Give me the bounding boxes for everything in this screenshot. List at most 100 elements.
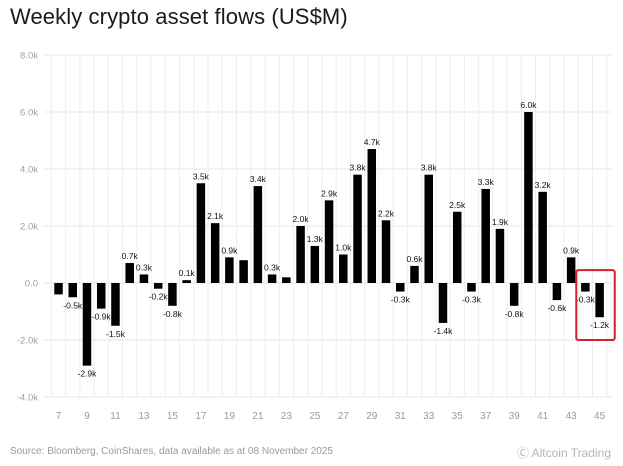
bar [68,283,77,298]
data-label: -0.3k [391,295,411,305]
y-tick-label: 6.0k [20,108,38,119]
chart-title: Weekly crypto asset flows (US$M) [10,4,348,29]
bar [467,283,476,292]
data-label: -0.5k [63,300,83,310]
x-tick-label: 33 [423,411,435,422]
y-axis-ticks: -4.0k -2.0k 0.0 2.0k 4.0k 6.0k 8.0k [17,51,38,404]
x-axis-ticks: 7 9 11 13 15 17 19 21 23 25 27 29 31 33 35 37 39 41 43 45 [56,411,606,422]
bar [424,174,433,283]
x-tick-label: 23 [281,411,293,422]
x-tick-label: 31 [395,411,407,422]
bar [125,263,134,283]
bar [196,183,206,283]
data-label: 0.7k [122,251,139,261]
bar [139,274,149,283]
data-label: 2.5k [449,200,466,210]
bar [54,283,63,295]
bar [339,254,348,283]
bar [509,283,519,306]
bar [253,186,263,283]
data-label: 2.2k [378,208,395,218]
bar [182,280,191,283]
bar [581,283,590,292]
data-label: -0.9k [92,312,112,322]
data-label: -0.8k [163,309,183,319]
y-tick-label: -4.0k [17,393,38,404]
data-label: 0.9k [221,245,238,255]
data-label: 2.1k [207,211,224,221]
x-tick-label: 35 [452,411,464,422]
y-tick-label: 4.0k [20,165,38,176]
data-label: 1.3k [307,234,324,244]
bar [381,220,391,283]
data-label: 2.9k [321,188,338,198]
x-tick-label: 25 [309,411,321,422]
data-label: 6.0k [520,100,537,110]
data-label: 3.2k [535,180,552,190]
data-label: 1.9k [492,217,509,227]
x-tick-label: 39 [509,411,521,422]
data-label: -0.3k [576,295,596,305]
highlight-rect [575,269,616,341]
data-label: 0.3k [264,262,281,272]
bar [438,283,448,323]
bar [595,283,604,318]
data-label: 3.8k [350,163,367,173]
y-tick-label: 0.0 [25,279,38,290]
data-label: 1.0k [335,243,352,253]
bar [111,283,120,326]
bar [225,257,234,283]
data-label: -0.3k [462,295,482,305]
bar [82,283,92,366]
data-labels: -0.5k-2.9k-0.9k-1.5k0.7k0.3k-0.2k-0.8k0.… [63,100,610,379]
bar [524,112,533,283]
bar [495,228,505,283]
y-tick-label: -2.0k [17,336,38,347]
data-label: 0.1k [179,268,196,278]
y-tick-label: 2.0k [20,222,38,233]
x-tick-label: 15 [167,411,179,422]
data-label: -1.5k [106,329,126,339]
data-label: 0.3k [136,262,153,272]
x-tick-label: 11 [110,411,121,422]
x-tick-label: 37 [480,411,492,422]
bar [310,245,320,283]
bar [296,226,305,283]
y-tick-label: 8.0k [20,51,38,62]
bar [552,283,562,301]
bar [481,188,490,283]
bar [452,211,462,283]
x-tick-label: 45 [594,411,606,422]
highlight-box [575,269,616,341]
bar [396,283,405,292]
x-tick-label: 27 [338,411,350,422]
data-label: 0.6k [406,254,423,264]
data-label: -2.9k [78,369,98,379]
bar [566,257,576,283]
bar [210,223,220,283]
grid-lines [44,54,612,398]
bar [324,200,334,283]
x-tick-label: 9 [84,411,90,422]
data-label: -0.8k [505,309,525,319]
bar [353,174,362,283]
x-tick-label: 17 [195,411,207,422]
x-tick-label: 41 [537,411,549,422]
bar [410,265,419,283]
x-tick-label: 7 [56,411,62,422]
data-label: -1.2k [590,320,610,330]
source-note: Source: Bloomberg, CoinShares, data avai… [10,446,333,457]
bar [267,274,277,283]
x-tick-label: 13 [138,411,150,422]
bar [538,191,547,283]
x-tick-label: 29 [366,411,378,422]
bar [367,149,377,283]
bar [153,283,163,289]
data-label: 3.8k [421,163,438,173]
data-label: 3.4k [250,174,267,184]
data-label: 3.5k [193,171,210,181]
x-tick-label: 19 [224,411,236,422]
bar [239,260,248,283]
data-label: 4.7k [364,137,381,147]
